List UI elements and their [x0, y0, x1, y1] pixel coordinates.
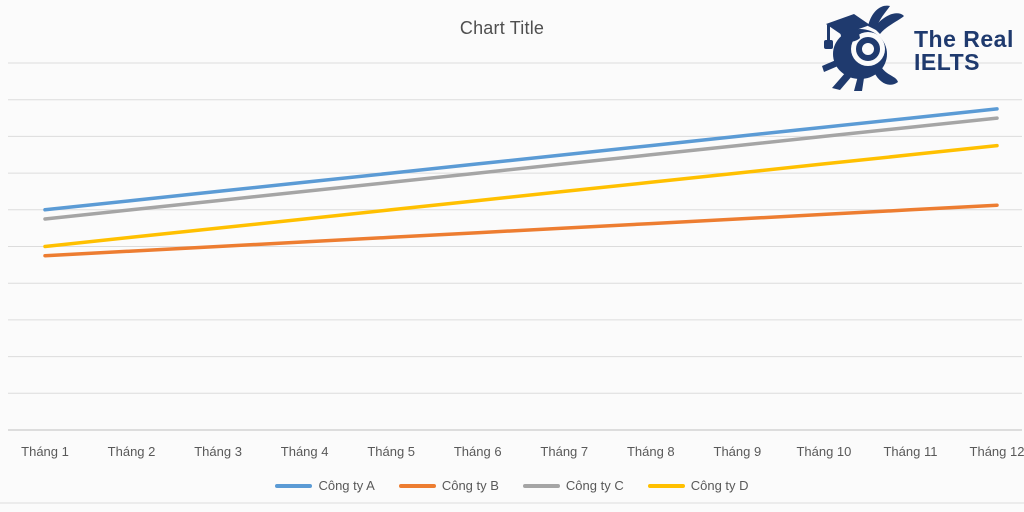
legend-label: Công ty D: [690, 478, 749, 493]
legend-swatch: [275, 483, 313, 488]
x-axis-label: Tháng 1: [21, 444, 69, 459]
x-axis-label: Tháng 5: [367, 444, 416, 459]
chart-legend: Công ty A Công ty B Công ty C Công ty D: [0, 478, 1024, 493]
x-axis-label: Tháng 12: [969, 444, 1024, 459]
brand-line-1: The Real: [914, 26, 1014, 52]
x-axis-label: Tháng 11: [883, 444, 938, 459]
x-axis-label: Tháng 9: [713, 444, 762, 459]
x-axis-label: Tháng 4: [280, 444, 329, 459]
legend-item-công-ty-b: Công ty B: [398, 478, 499, 493]
brand-name: The Real IELTS: [914, 26, 1014, 76]
x-axis-label: Tháng 6: [453, 444, 502, 459]
legend-item-công-ty-d: Công ty D: [647, 478, 749, 493]
series-line-công-ty-a: [43, 107, 999, 212]
snail-graduate-icon: [822, 5, 904, 91]
legend-item-công-ty-c: Công ty C: [522, 478, 624, 493]
x-axis-label: Tháng 7: [540, 444, 589, 459]
brand-logo: The Real IELTS: [816, 2, 1016, 92]
legend-swatch: [522, 483, 560, 488]
legend-swatch: [398, 483, 436, 488]
brand-line-2: IELTS: [914, 49, 980, 76]
legend-item-công-ty-a: Công ty A: [275, 478, 375, 493]
x-axis-label: Tháng 2: [107, 444, 156, 459]
legend-label: Công ty A: [318, 478, 375, 493]
chart-title: Chart Title: [459, 18, 545, 38]
x-axis-label: Tháng 10: [796, 444, 852, 459]
legend-label: Công ty C: [565, 478, 624, 493]
legend-label: Công ty B: [441, 478, 499, 493]
series-line-công-ty-b: [43, 203, 999, 258]
series-line-công-ty-c: [43, 116, 999, 221]
x-axis-label: Tháng 8: [626, 444, 675, 459]
x-axis-label: Tháng 3: [194, 444, 242, 459]
series-line-công-ty-d: [43, 143, 999, 249]
legend-swatch: [647, 483, 685, 488]
